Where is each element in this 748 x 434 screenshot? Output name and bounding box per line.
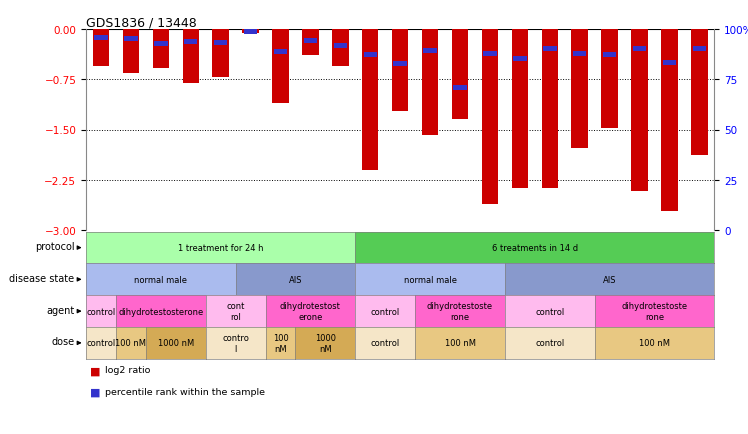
Text: 1000 nM: 1000 nM xyxy=(158,339,194,348)
Text: normal male: normal male xyxy=(135,275,187,284)
Text: dihydrotestoste
rone: dihydrotestoste rone xyxy=(427,302,493,321)
Bar xyxy=(274,50,287,55)
Bar xyxy=(663,60,676,66)
Text: GDS1836 / 13448: GDS1836 / 13448 xyxy=(86,16,197,29)
Bar xyxy=(422,30,438,135)
Text: control: control xyxy=(535,339,565,348)
Bar xyxy=(302,30,319,56)
Bar xyxy=(214,41,227,46)
Bar xyxy=(512,30,528,189)
Bar xyxy=(571,30,588,149)
Bar xyxy=(334,44,347,49)
Bar xyxy=(332,30,349,67)
Bar xyxy=(633,47,646,52)
Text: dihydrotestost
erone: dihydrotestost erone xyxy=(280,302,341,321)
Bar xyxy=(603,53,616,57)
Text: dihydrotestoste
rone: dihydrotestoste rone xyxy=(622,302,687,321)
Text: 100 nM: 100 nM xyxy=(639,339,670,348)
Text: ■: ■ xyxy=(90,365,100,375)
Bar xyxy=(573,52,586,56)
Text: AIS: AIS xyxy=(603,275,616,284)
Bar xyxy=(124,37,138,43)
Bar xyxy=(393,62,407,67)
Bar xyxy=(631,30,648,191)
Bar xyxy=(362,30,378,170)
Bar xyxy=(513,56,527,61)
Bar xyxy=(184,39,197,45)
Text: control: control xyxy=(535,307,565,316)
Text: control: control xyxy=(370,307,400,316)
Text: 100 nM: 100 nM xyxy=(115,339,147,348)
Text: agent: agent xyxy=(46,305,74,315)
Bar xyxy=(154,42,168,47)
Text: normal male: normal male xyxy=(404,275,456,284)
Text: 100
nM: 100 nM xyxy=(272,333,289,353)
Bar xyxy=(452,30,468,120)
Text: control: control xyxy=(370,339,400,348)
Bar xyxy=(272,30,289,104)
Bar xyxy=(693,46,706,52)
Text: percentile rank within the sample: percentile rank within the sample xyxy=(105,387,265,396)
Text: 1 treatment for 24 h: 1 treatment for 24 h xyxy=(178,243,263,253)
Bar xyxy=(482,30,498,205)
Bar xyxy=(483,52,497,57)
Bar xyxy=(601,30,618,129)
Text: ■: ■ xyxy=(90,387,100,397)
Text: log2 ratio: log2 ratio xyxy=(105,365,150,375)
Text: control: control xyxy=(86,307,116,316)
Bar xyxy=(242,30,259,34)
Bar xyxy=(304,39,317,44)
Text: cont
rol: cont rol xyxy=(227,302,245,321)
Bar xyxy=(244,30,257,35)
Bar xyxy=(123,30,139,74)
Bar xyxy=(392,30,408,112)
Text: 1000
nM: 1000 nM xyxy=(315,333,336,353)
Text: disease state: disease state xyxy=(9,273,74,283)
Bar xyxy=(93,30,109,67)
Text: dihydrotestosterone: dihydrotestosterone xyxy=(118,307,203,316)
Bar xyxy=(183,30,199,84)
Bar xyxy=(153,30,169,69)
Bar xyxy=(212,30,229,78)
Bar xyxy=(364,53,377,58)
Text: 6 treatments in 14 d: 6 treatments in 14 d xyxy=(491,243,578,253)
Bar xyxy=(542,30,558,189)
Text: contro
l: contro l xyxy=(222,333,249,353)
Bar xyxy=(543,47,557,52)
Bar xyxy=(691,30,708,155)
Text: AIS: AIS xyxy=(289,275,302,284)
Text: control: control xyxy=(86,339,116,348)
Bar xyxy=(453,86,467,91)
Bar xyxy=(661,30,678,211)
Text: protocol: protocol xyxy=(34,241,74,251)
Text: 100 nM: 100 nM xyxy=(444,339,476,348)
Bar xyxy=(94,36,108,41)
Text: dose: dose xyxy=(52,336,74,346)
Bar xyxy=(423,49,437,54)
